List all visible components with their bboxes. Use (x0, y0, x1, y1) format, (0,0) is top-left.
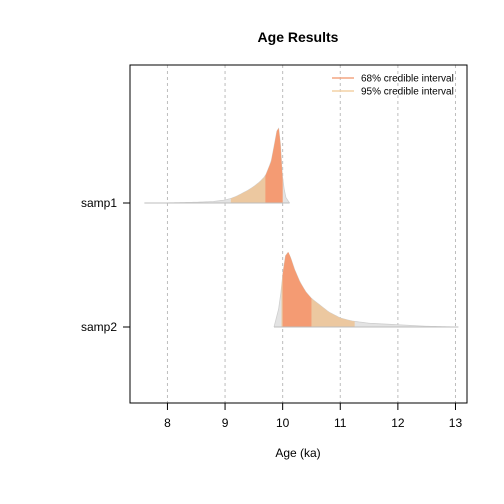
y-tick-label-samp1: samp1 (81, 196, 117, 210)
x-axis-label: Age (ka) (275, 446, 320, 460)
x-tick-label-13: 13 (449, 416, 463, 430)
chart-title: Age Results (258, 29, 339, 45)
legend: 68% credible interval 95% credible interv… (332, 74, 454, 98)
legend-label-1: 68% credible interval (361, 74, 454, 85)
y-tick-label-samp2: samp2 (81, 320, 117, 334)
x-tick-label-8: 8 (164, 416, 171, 430)
samp1-68-interval (265, 128, 283, 203)
x-tick-label-9: 9 (222, 416, 229, 430)
samp2-68-interval (282, 252, 312, 327)
grid-lines (166, 65, 456, 403)
density-samp1 (144, 127, 290, 204)
y-axis: samp1 samp2 (81, 196, 131, 334)
x-tick-label-10: 10 (276, 416, 290, 430)
plot-area-frame (129, 64, 468, 404)
x-tick-label-11: 11 (334, 416, 347, 430)
legend-label-2: 95% credible interval (361, 87, 454, 98)
density-samp2 (273, 252, 459, 328)
density-curves (144, 127, 459, 328)
x-axis: 8 9 10 11 12 13 (164, 402, 463, 430)
x-tick-label-12: 12 (391, 416, 405, 430)
